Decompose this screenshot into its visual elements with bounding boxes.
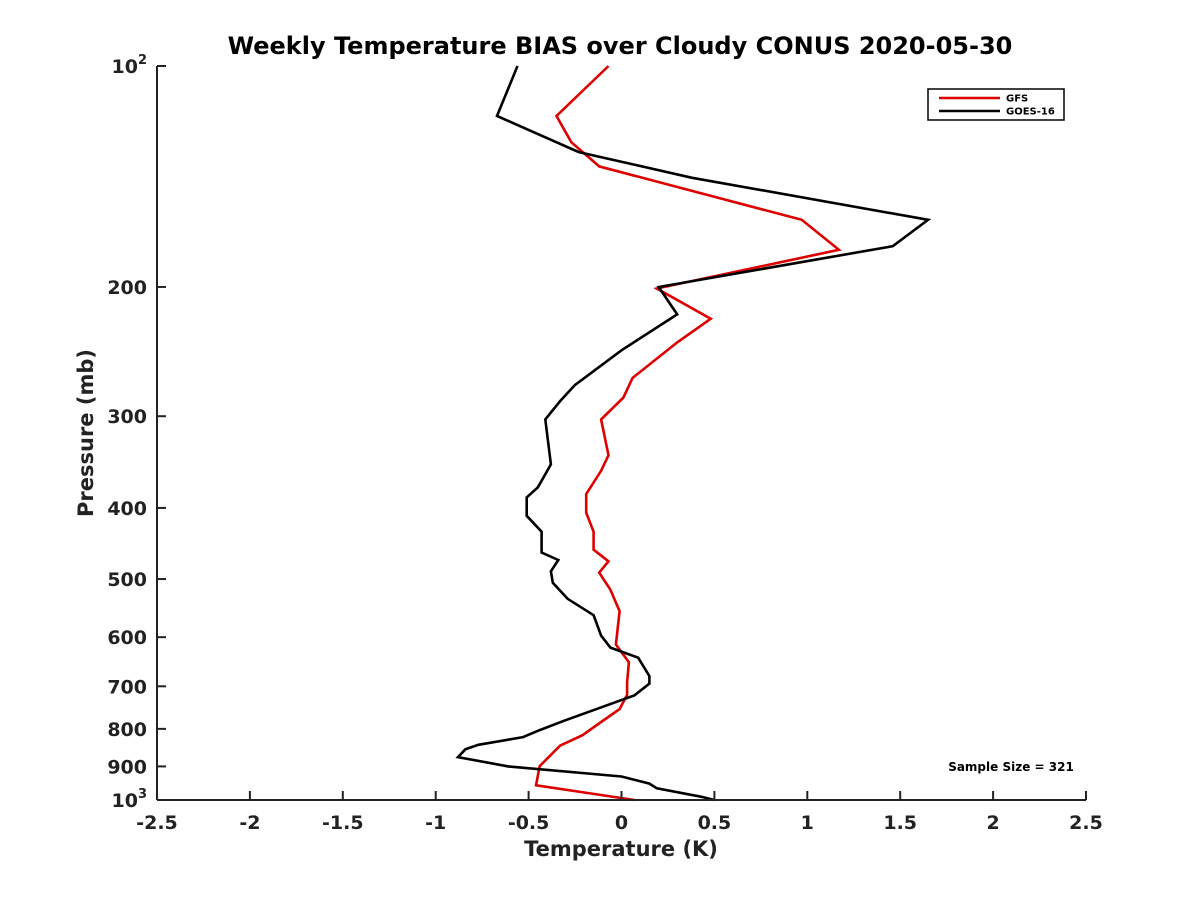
x-tick-label: 0	[615, 812, 628, 834]
legend-box	[927, 88, 1065, 121]
y-tick-label: 600	[107, 627, 147, 649]
x-tick-label: -1.5	[322, 812, 364, 834]
x-tick-label: -1	[425, 812, 446, 834]
x-axis-label: Temperature (K)	[524, 837, 718, 861]
y-tick-label: 200	[107, 277, 147, 299]
y-tick-label: 900	[107, 756, 147, 778]
x-tick-label: 0.5	[698, 812, 732, 834]
y-tick-label: 700	[107, 676, 147, 698]
x-tick-label: -2	[239, 812, 260, 834]
y-tick-label: 102	[112, 53, 148, 78]
legend-label-goes16: GOES-16	[1006, 107, 1055, 118]
legend-label-gfs: GFS	[1006, 94, 1028, 105]
y-tick-label: 800	[107, 719, 147, 741]
y-tick-label: 500	[107, 569, 147, 591]
y-tick-label: 300	[107, 406, 147, 428]
x-tick-label: 1.5	[883, 812, 917, 834]
x-tick-label: -2.5	[136, 812, 178, 834]
series-line-gfs	[534, 65, 842, 802]
x-tick-label: -0.5	[508, 812, 550, 834]
y-ticks: 102 200 300 400 500 600 700 800 900 103	[107, 53, 166, 812]
legend: GFS GOES-16	[927, 88, 1065, 121]
x-tick-label: 1	[801, 812, 814, 834]
x-tick-label: 2	[986, 812, 999, 834]
x-tick-label: 2.5	[1069, 812, 1103, 834]
sample-size-annotation: Sample Size = 321	[948, 760, 1074, 774]
y-tick-label: 400	[107, 498, 147, 520]
chart-title: Weekly Temperature BIAS over Cloudy CONU…	[228, 32, 1013, 60]
series-layer	[455, 65, 932, 802]
axes-layer	[156, 66, 1086, 801]
x-ticks: -2.5 -2 -1.5 -1 -0.5 0 0.5 1 1.5 2 2.5	[136, 791, 1103, 834]
y-tick-label: 103	[112, 787, 148, 812]
y-axis-label: Pressure (mb)	[74, 349, 98, 517]
series-line-goes16	[455, 65, 932, 802]
